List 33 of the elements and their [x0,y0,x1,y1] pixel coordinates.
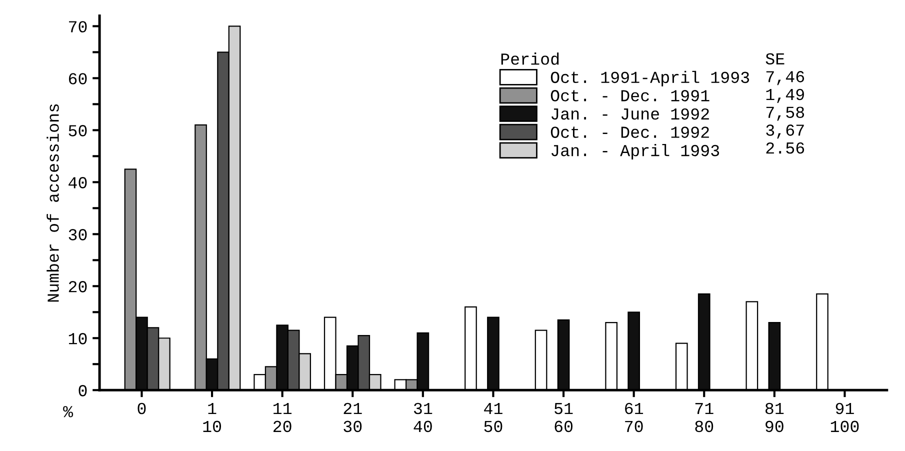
legend-title: Period [501,52,559,65]
x-tick-label: 41 50 [484,403,502,432]
legend-label: Oct. - Dec. 1991 [550,90,710,102]
annotation: 2.56 [766,142,804,154]
y-tick-label: 20 [68,281,87,292]
y-tick-label: 10 [68,333,87,344]
legend-label: Oct. - Dec. 1992 [550,126,709,138]
annotation: 7,46 [766,71,804,86]
y-tick-label: 40 [68,177,87,188]
x-tick-label: 61 70 [625,402,644,432]
legend-label: Jan. - April 1993 [552,144,720,160]
y-axis-title: Number of accessions [46,104,59,302]
y-tick-label: 70 [69,21,87,32]
x-tick-label: 81 90 [766,402,784,432]
x-tick-label: 21 30 [344,402,362,432]
legend-label: Oct. 1991-April 1993 [550,70,750,86]
annotation: SE [766,53,784,65]
legend-label: Jan. - June 1992 [552,108,709,120]
y-tick-label: 30 [68,229,87,240]
x-tick-label: 1 10 [203,403,222,432]
y-tick-label: 60 [68,73,87,84]
x-tick-label: 71 80 [695,403,714,432]
y-tick-label: 50 [68,125,87,136]
x-tick-label: 31 40 [414,402,432,432]
x-tick-label: 91 100 [830,402,859,432]
x-tick-label: 11 20 [273,403,292,432]
annotation: 3,67 [766,124,804,139]
annotation: 7,58 [766,106,804,121]
x-tick-label: 51 60 [554,403,573,432]
x-tick-label: 0 [138,402,146,414]
y-tick-label: 0 [78,385,87,396]
annotation: 1,49 [766,88,804,103]
x-axis-title: % [63,406,74,418]
